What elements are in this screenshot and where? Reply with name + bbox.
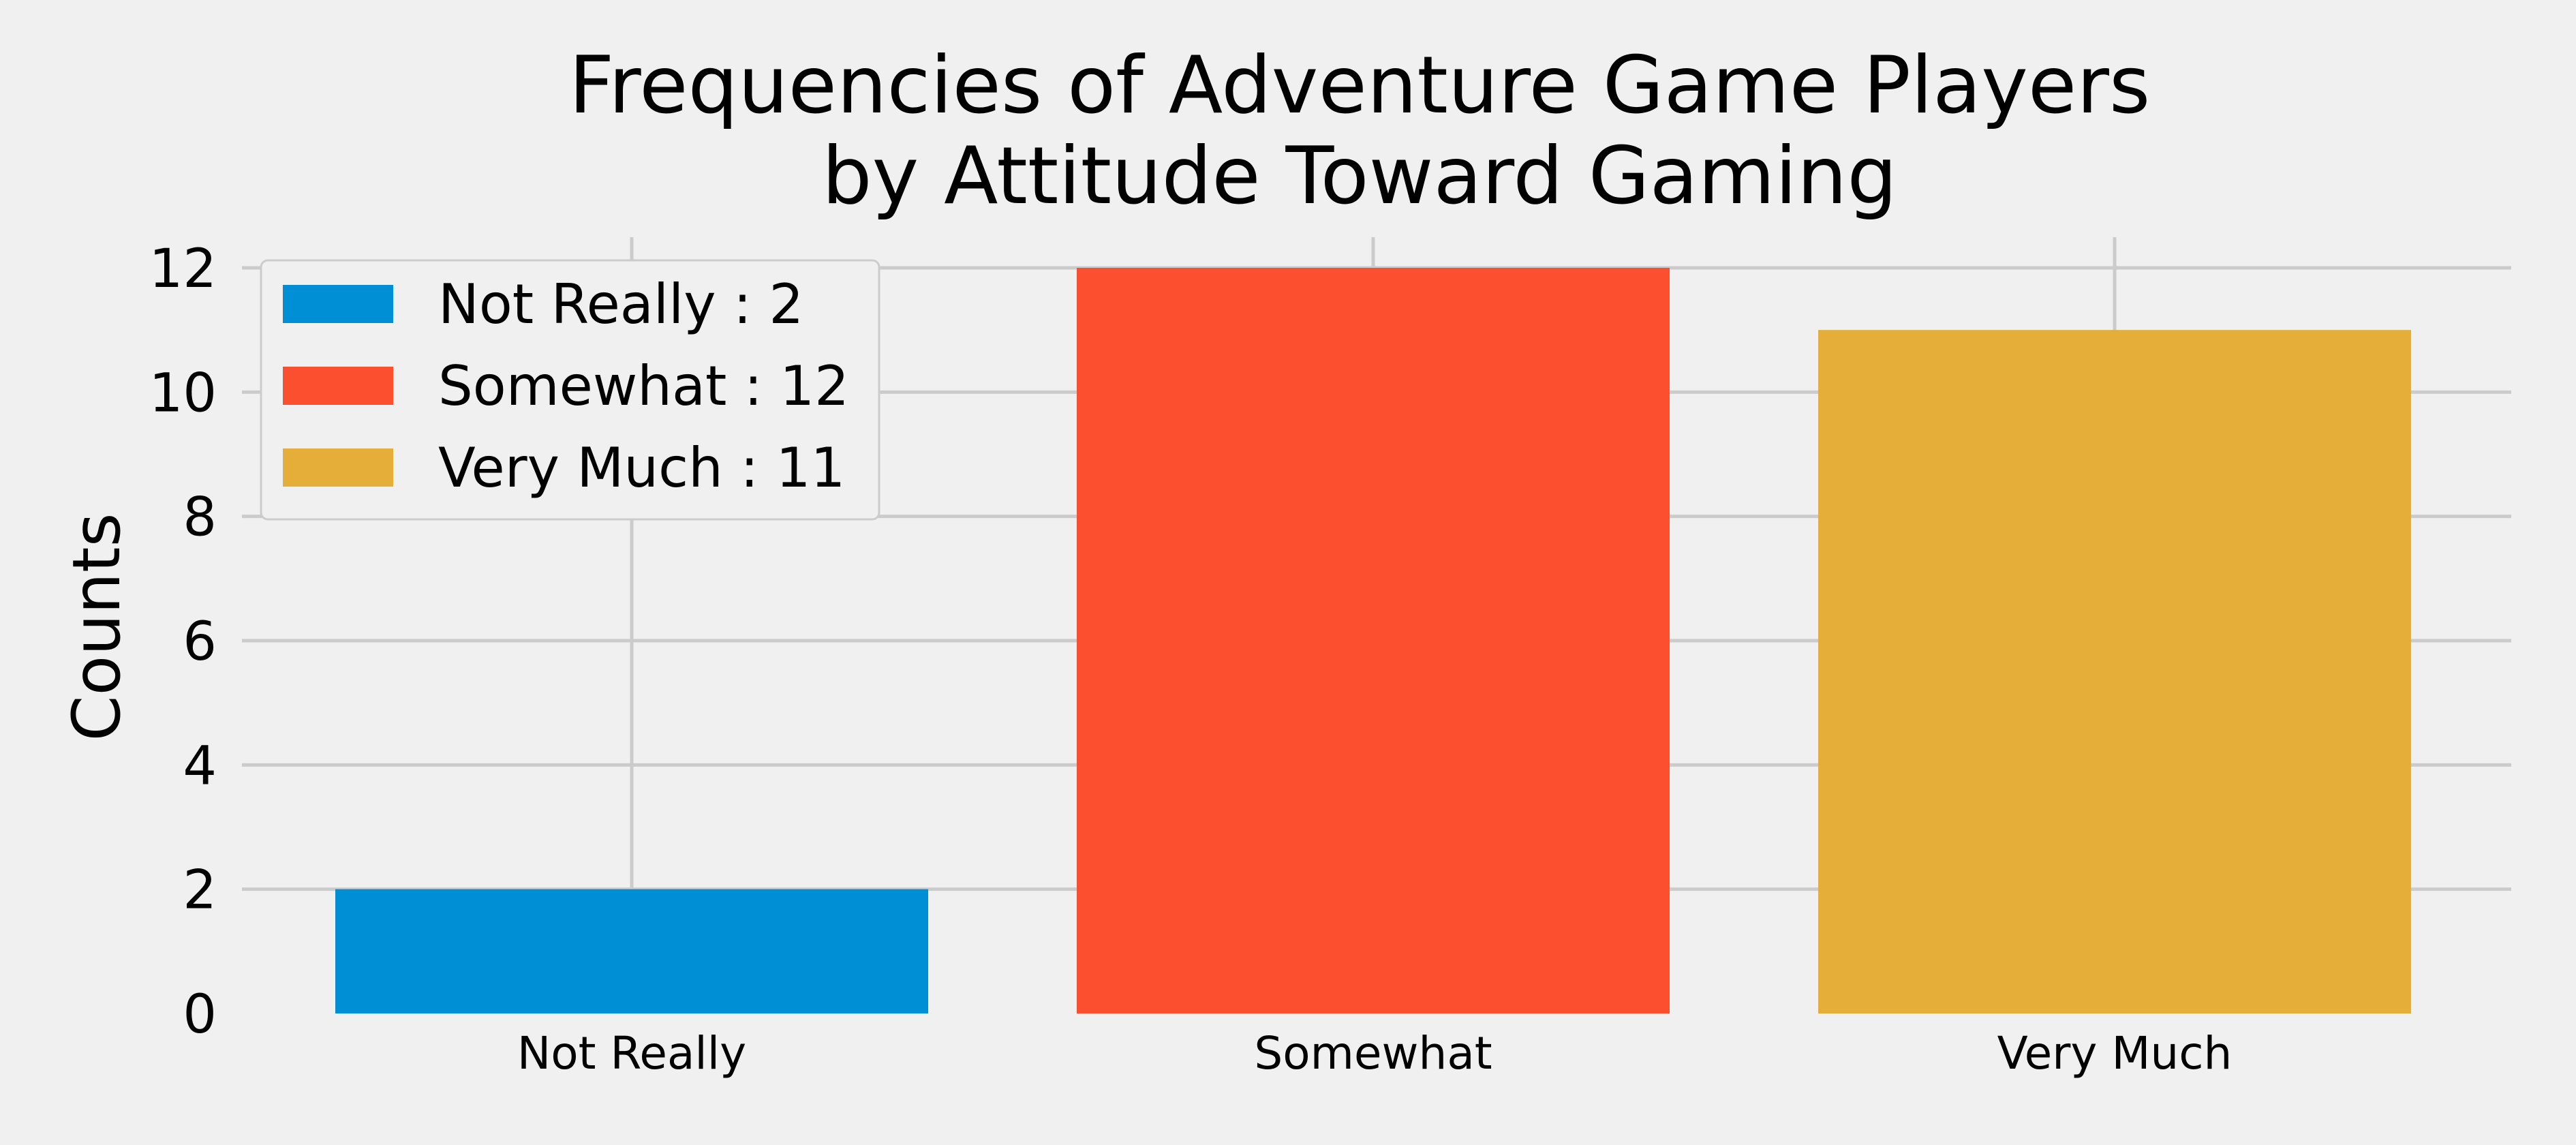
y-tick-label: 8 (183, 487, 217, 549)
bar-not-really (335, 889, 928, 1013)
y-axis-label: Counts (59, 513, 135, 741)
legend-swatch (283, 367, 393, 405)
x-tick-label: Somewhat (1254, 1027, 1492, 1080)
x-tick-label: Not Really (517, 1027, 746, 1080)
legend-label: Not Really : 2 (438, 273, 803, 336)
x-tick-label: Very Much (1997, 1027, 2233, 1080)
legend-swatch (283, 285, 393, 323)
legend-frame (260, 259, 880, 521)
x-axis-ticks: Not Really Somewhat Very Much (517, 1027, 2233, 1080)
legend-label: Somewhat : 12 (438, 354, 849, 418)
legend: Not Really : 2 Somewhat : 12 Very Much : 1… (260, 259, 880, 521)
legend-swatch (283, 448, 393, 487)
y-tick-label: 6 (183, 611, 217, 673)
y-tick-label: 4 (183, 735, 217, 797)
y-axis-ticks: 0 2 4 6 8 10 12 (149, 239, 217, 1045)
y-tick-label: 2 (183, 860, 217, 921)
bar-somewhat (1077, 268, 1670, 1013)
chart-title-line-1: Frequencies of Adventure Game Players (569, 40, 2151, 132)
y-tick-label: 0 (183, 984, 217, 1045)
bars (335, 268, 2411, 1014)
legend-label: Very Much : 11 (438, 436, 845, 500)
chart-title-line-2: by Attitude Toward Gaming (822, 130, 1897, 222)
bar-very-much (1818, 330, 2411, 1014)
y-tick-label: 10 (149, 363, 217, 424)
y-tick-label: 12 (149, 239, 217, 300)
chart-title: Frequencies of Adventure Game Players by… (569, 40, 2151, 222)
